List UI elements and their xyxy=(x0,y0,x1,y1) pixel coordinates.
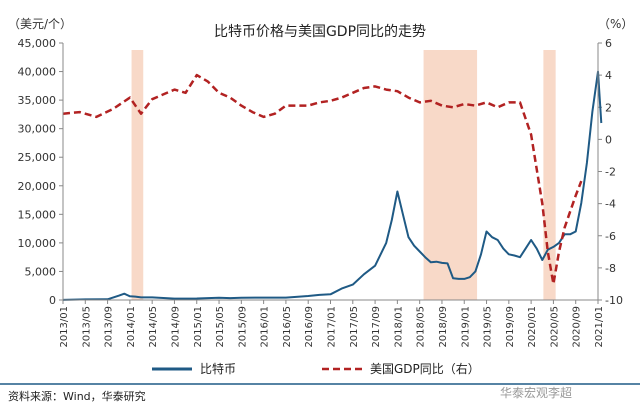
x-tick-label: 2014/09 xyxy=(170,306,181,348)
left-tick-label: 45,000 xyxy=(18,37,57,50)
x-tick-label: 2015/09 xyxy=(237,306,248,348)
x-tick-label: 2017/09 xyxy=(371,306,382,348)
series-line-us-gdp-yoy xyxy=(62,73,583,286)
left-axis-unit: （美元/个） xyxy=(8,17,72,31)
x-tick-label: 2020/01 xyxy=(527,306,538,348)
x-tick-label: 2020/09 xyxy=(572,306,583,348)
x-tick-label: 2020/05 xyxy=(549,306,560,348)
right-tick-label: -10 xyxy=(605,294,623,307)
right-tick-label: -4 xyxy=(605,198,616,211)
shaded-region-0 xyxy=(131,50,144,300)
right-tick-label: 0 xyxy=(605,133,612,146)
right-axis: -10 -8 -6 -4 -2 0 2 4 6 xyxy=(598,37,623,307)
source-note: 资料来源：Wind，华泰研究 xyxy=(8,390,146,403)
right-axis-unit: （%） xyxy=(598,17,633,31)
right-tick-label: 2 xyxy=(605,101,612,114)
right-tick-label: -2 xyxy=(605,166,616,179)
right-tick-label: 4 xyxy=(605,69,612,82)
left-tick-label: 30,000 xyxy=(18,123,57,136)
left-tick-label: 0 xyxy=(49,294,56,307)
chart-title: 比特币价格与美国GDP同比的走势 xyxy=(214,24,426,40)
legend: 比特币 美国GDP同比（右） xyxy=(152,361,480,376)
right-tick-label: 6 xyxy=(605,37,612,50)
shaded-region-1 xyxy=(423,50,478,300)
left-axis: 0 5,000 10,000 15,000 20,000 25,000 30,000 35,0… xyxy=(18,37,63,307)
x-tick-label: 2015/05 xyxy=(215,306,226,348)
right-tick-label: -6 xyxy=(605,230,616,243)
x-tick-label: 2016/05 xyxy=(282,306,293,348)
x-tick-label: 2018/09 xyxy=(438,306,449,348)
legend-bitcoin-label: 比特币 xyxy=(200,361,236,376)
x-tick-label: 2018/01 xyxy=(393,306,404,348)
left-tick-label: 40,000 xyxy=(18,66,57,79)
x-tick-label: 2014/05 xyxy=(148,306,159,348)
series-line-bitcoin xyxy=(62,70,603,301)
legend-gdp-label: 美国GDP同比（右） xyxy=(370,361,480,376)
left-tick-label: 10,000 xyxy=(18,237,57,250)
right-tick-label: -8 xyxy=(605,262,616,275)
x-tick-label: 2016/01 xyxy=(260,306,271,348)
x-tick-label: 2019/09 xyxy=(505,306,516,348)
left-tick-label: 15,000 xyxy=(18,208,57,221)
x-tick-label: 2013/05 xyxy=(81,306,92,348)
x-tick-label: 2018/05 xyxy=(416,306,427,348)
left-tick-label: 35,000 xyxy=(18,94,57,107)
x-tick-label: 2016/09 xyxy=(304,306,315,348)
x-axis: 2013/01 2013/05 2013/09 2014/01 2014/05 2014/… xyxy=(59,300,605,348)
x-tick-label: 2013/09 xyxy=(104,306,115,348)
x-tick-label: 2017/01 xyxy=(327,306,338,348)
left-tick-label: 20,000 xyxy=(18,180,57,193)
x-tick-label: 2019/01 xyxy=(460,306,471,348)
series-lines xyxy=(62,70,603,301)
x-tick-label: 2019/05 xyxy=(483,306,494,348)
x-tick-label: 2017/05 xyxy=(349,306,360,348)
shaded-region-2 xyxy=(543,50,556,300)
shaded-regions xyxy=(131,50,556,300)
x-tick-label: 2015/01 xyxy=(193,306,204,348)
x-tick-label: 2021/01 xyxy=(594,306,605,348)
left-tick-label: 5,000 xyxy=(25,265,57,278)
watermark: 华泰宏观李超 xyxy=(500,386,573,400)
x-tick-label: 2013/01 xyxy=(59,306,70,348)
left-tick-label: 25,000 xyxy=(18,151,57,164)
x-tick-label: 2014/01 xyxy=(126,306,137,348)
